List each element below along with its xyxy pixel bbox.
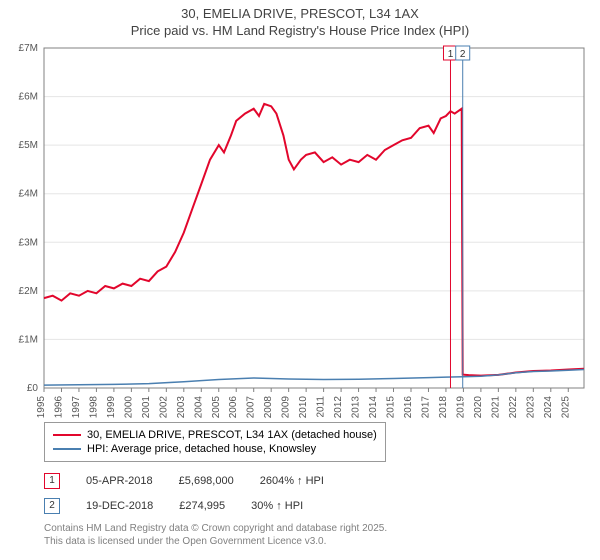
- price-chart: £0£1M£2M£3M£4M£5M£6M£7M19951996199719981…: [44, 48, 584, 388]
- svg-text:£0: £0: [27, 383, 39, 394]
- svg-text:2025: 2025: [560, 396, 571, 419]
- svg-text:2016: 2016: [403, 396, 414, 419]
- legend-swatch: [53, 434, 81, 436]
- legend: 30, EMELIA DRIVE, PRESCOT, L34 1AX (deta…: [44, 422, 386, 462]
- marker-badge-2: 2: [44, 498, 60, 514]
- svg-text:2015: 2015: [386, 396, 397, 419]
- svg-text:2010: 2010: [298, 396, 309, 419]
- svg-text:£2M: £2M: [19, 286, 38, 297]
- svg-text:2008: 2008: [263, 396, 274, 419]
- svg-text:2009: 2009: [281, 396, 292, 419]
- svg-text:2020: 2020: [473, 396, 484, 419]
- svg-text:2017: 2017: [420, 396, 431, 419]
- marker-badge-1: 1: [44, 473, 60, 489]
- chart-title: 30, EMELIA DRIVE, PRESCOT, L34 1AX Price…: [0, 0, 600, 40]
- sale-price: £5,698,000: [179, 475, 234, 487]
- svg-text:2018: 2018: [438, 396, 449, 419]
- sale-date: 19-DEC-2018: [86, 500, 153, 512]
- svg-text:2012: 2012: [333, 396, 344, 419]
- sale-date: 05-APR-2018: [86, 475, 153, 487]
- svg-text:2005: 2005: [211, 396, 222, 419]
- svg-text:2007: 2007: [246, 396, 257, 419]
- legend-swatch: [53, 448, 81, 450]
- title-address: 30, EMELIA DRIVE, PRESCOT, L34 1AX: [181, 6, 419, 21]
- svg-text:1998: 1998: [88, 396, 99, 419]
- svg-text:2022: 2022: [508, 396, 519, 419]
- svg-text:£7M: £7M: [19, 43, 38, 54]
- svg-text:2011: 2011: [316, 396, 327, 418]
- sale-row-2: 2 19-DEC-2018 £274,995 30% ↑ HPI: [44, 498, 303, 514]
- svg-text:1: 1: [448, 49, 454, 60]
- svg-text:2013: 2013: [351, 396, 362, 419]
- svg-text:£6M: £6M: [19, 92, 38, 103]
- svg-text:£1M: £1M: [19, 334, 38, 345]
- svg-text:2004: 2004: [193, 396, 204, 419]
- svg-text:2003: 2003: [176, 396, 187, 419]
- svg-text:1995: 1995: [36, 396, 47, 419]
- svg-text:2006: 2006: [228, 396, 239, 419]
- svg-text:£5M: £5M: [19, 140, 38, 151]
- svg-text:2014: 2014: [368, 396, 379, 419]
- svg-text:2: 2: [460, 49, 466, 60]
- sale-delta: 2604% ↑ HPI: [260, 475, 324, 487]
- sale-row-1: 1 05-APR-2018 £5,698,000 2604% ↑ HPI: [44, 473, 324, 489]
- title-subtitle: Price paid vs. HM Land Registry's House …: [131, 23, 469, 38]
- svg-text:2000: 2000: [123, 396, 134, 419]
- svg-text:2002: 2002: [158, 396, 169, 419]
- svg-text:2024: 2024: [543, 396, 554, 419]
- svg-text:2023: 2023: [525, 396, 536, 419]
- sale-delta: 30% ↑ HPI: [251, 500, 303, 512]
- svg-text:2021: 2021: [490, 396, 501, 419]
- chart-container: 30, EMELIA DRIVE, PRESCOT, L34 1AX Price…: [0, 0, 600, 560]
- svg-text:1997: 1997: [71, 396, 82, 419]
- svg-text:£4M: £4M: [19, 189, 38, 200]
- svg-text:1996: 1996: [53, 396, 64, 419]
- legend-item: HPI: Average price, detached house, Know…: [53, 443, 377, 455]
- svg-text:£3M: £3M: [19, 237, 38, 248]
- svg-text:2001: 2001: [141, 396, 152, 419]
- legend-item: 30, EMELIA DRIVE, PRESCOT, L34 1AX (deta…: [53, 429, 377, 441]
- footnote: Contains HM Land Registry data © Crown c…: [44, 523, 387, 548]
- legend-label: HPI: Average price, detached house, Know…: [87, 443, 316, 455]
- svg-text:1999: 1999: [106, 396, 117, 419]
- legend-label: 30, EMELIA DRIVE, PRESCOT, L34 1AX (deta…: [87, 429, 377, 441]
- svg-text:2019: 2019: [455, 396, 466, 419]
- sale-price: £274,995: [179, 500, 225, 512]
